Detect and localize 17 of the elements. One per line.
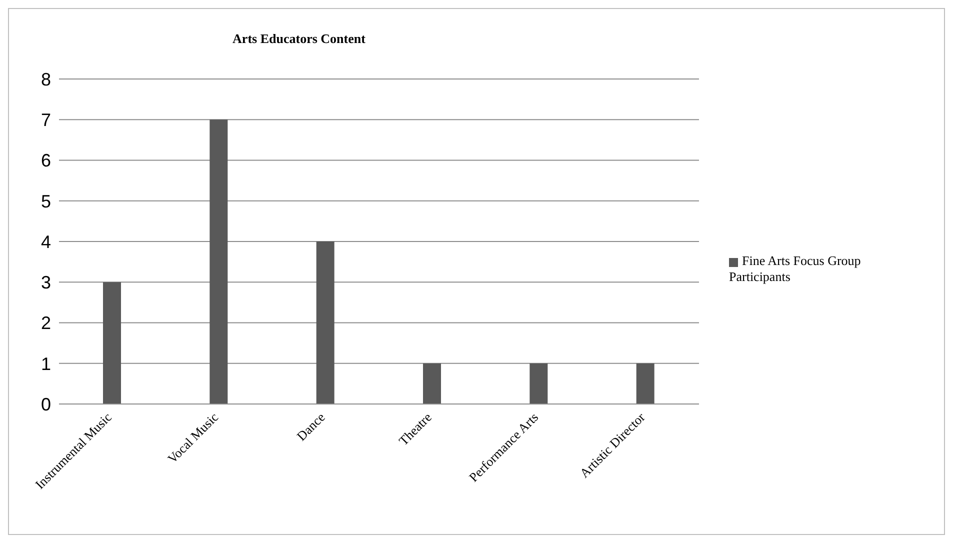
y-tick-label: 5 [40,191,51,212]
y-tick-label: 6 [40,150,51,171]
y-tick-label: 0 [40,394,51,414]
bar [103,282,121,404]
bar [530,363,548,404]
bar [636,363,654,404]
y-tick-label: 3 [40,272,51,293]
y-tick-label: 1 [40,354,51,374]
bar [210,120,228,404]
y-tick-label: 8 [40,69,51,90]
y-tick-label: 2 [40,313,51,334]
bar [423,363,441,404]
chart-title: Arts Educators Content [232,31,366,47]
legend-label: Fine Arts Focus Group Participants [729,253,861,284]
bar [316,242,334,404]
y-tick-label: 7 [40,110,51,130]
y-tick-label: 4 [40,232,51,252]
